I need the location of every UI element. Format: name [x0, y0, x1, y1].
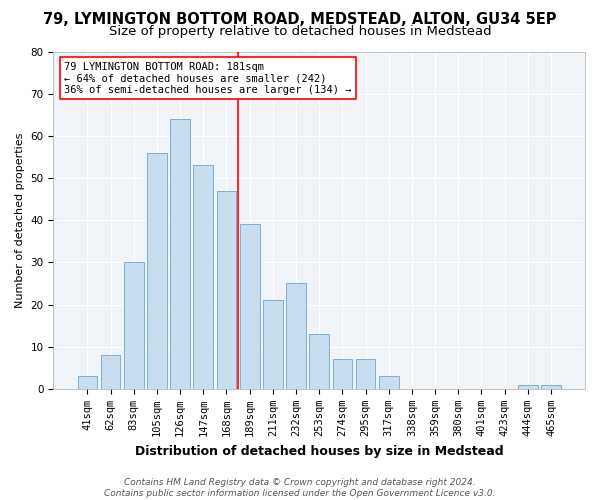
Text: 79 LYMINGTON BOTTOM ROAD: 181sqm
← 64% of detached houses are smaller (242)
36% : 79 LYMINGTON BOTTOM ROAD: 181sqm ← 64% o…: [64, 62, 352, 95]
Text: Contains HM Land Registry data © Crown copyright and database right 2024.
Contai: Contains HM Land Registry data © Crown c…: [104, 478, 496, 498]
Bar: [217, 190, 236, 389]
Bar: [310, 334, 329, 389]
Bar: [286, 284, 306, 389]
Bar: [518, 384, 538, 389]
Bar: [170, 119, 190, 389]
Y-axis label: Number of detached properties: Number of detached properties: [15, 132, 25, 308]
Text: 79, LYMINGTON BOTTOM ROAD, MEDSTEAD, ALTON, GU34 5EP: 79, LYMINGTON BOTTOM ROAD, MEDSTEAD, ALT…: [43, 12, 557, 28]
Bar: [240, 224, 260, 389]
Bar: [379, 376, 398, 389]
Bar: [124, 262, 143, 389]
Bar: [356, 360, 376, 389]
Bar: [541, 384, 561, 389]
Bar: [147, 152, 167, 389]
Bar: [263, 300, 283, 389]
Bar: [77, 376, 97, 389]
Bar: [193, 166, 213, 389]
Bar: [332, 360, 352, 389]
Bar: [101, 355, 121, 389]
X-axis label: Distribution of detached houses by size in Medstead: Distribution of detached houses by size …: [135, 444, 503, 458]
Text: Size of property relative to detached houses in Medstead: Size of property relative to detached ho…: [109, 24, 491, 38]
